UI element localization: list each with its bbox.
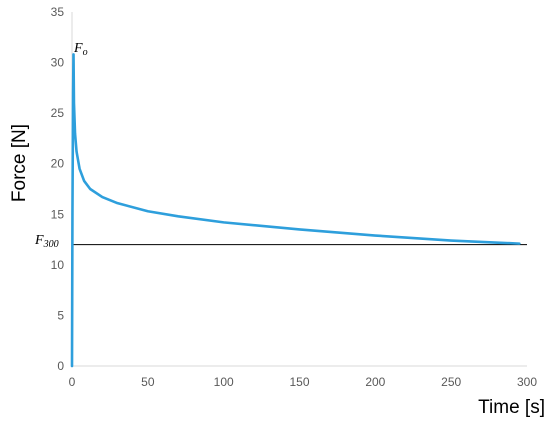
peak-force-label: Fo — [73, 41, 88, 58]
x-tick-label: 100 — [214, 375, 234, 389]
end-force-label: F300 — [34, 233, 59, 250]
y-tick-label: 10 — [51, 258, 65, 272]
y-axis-title: Force [N] — [9, 124, 30, 202]
x-tick-label: 0 — [69, 375, 76, 389]
x-axis-title: Time [s] — [478, 397, 545, 418]
force-curve — [70, 53, 521, 368]
x-tick-label: 300 — [517, 375, 537, 389]
y-tick-label: 0 — [57, 359, 64, 373]
x-tick-label: 200 — [365, 375, 385, 389]
y-tick-label: 30 — [51, 56, 65, 70]
y-tick-label: 35 — [51, 5, 65, 19]
x-tick-label: 50 — [141, 375, 155, 389]
x-axis-ticks: 0 50 100 150 200 250 300 — [69, 375, 538, 389]
y-tick-label: 15 — [51, 207, 65, 221]
y-tick-label: 25 — [51, 106, 65, 120]
x-tick-label: 150 — [289, 375, 309, 389]
y-axis-ticks: 0 5 10 15 20 25 30 35 — [51, 5, 65, 373]
x-tick-label: 250 — [441, 375, 461, 389]
y-tick-label: 5 — [57, 308, 64, 322]
y-tick-label: 20 — [51, 157, 65, 171]
